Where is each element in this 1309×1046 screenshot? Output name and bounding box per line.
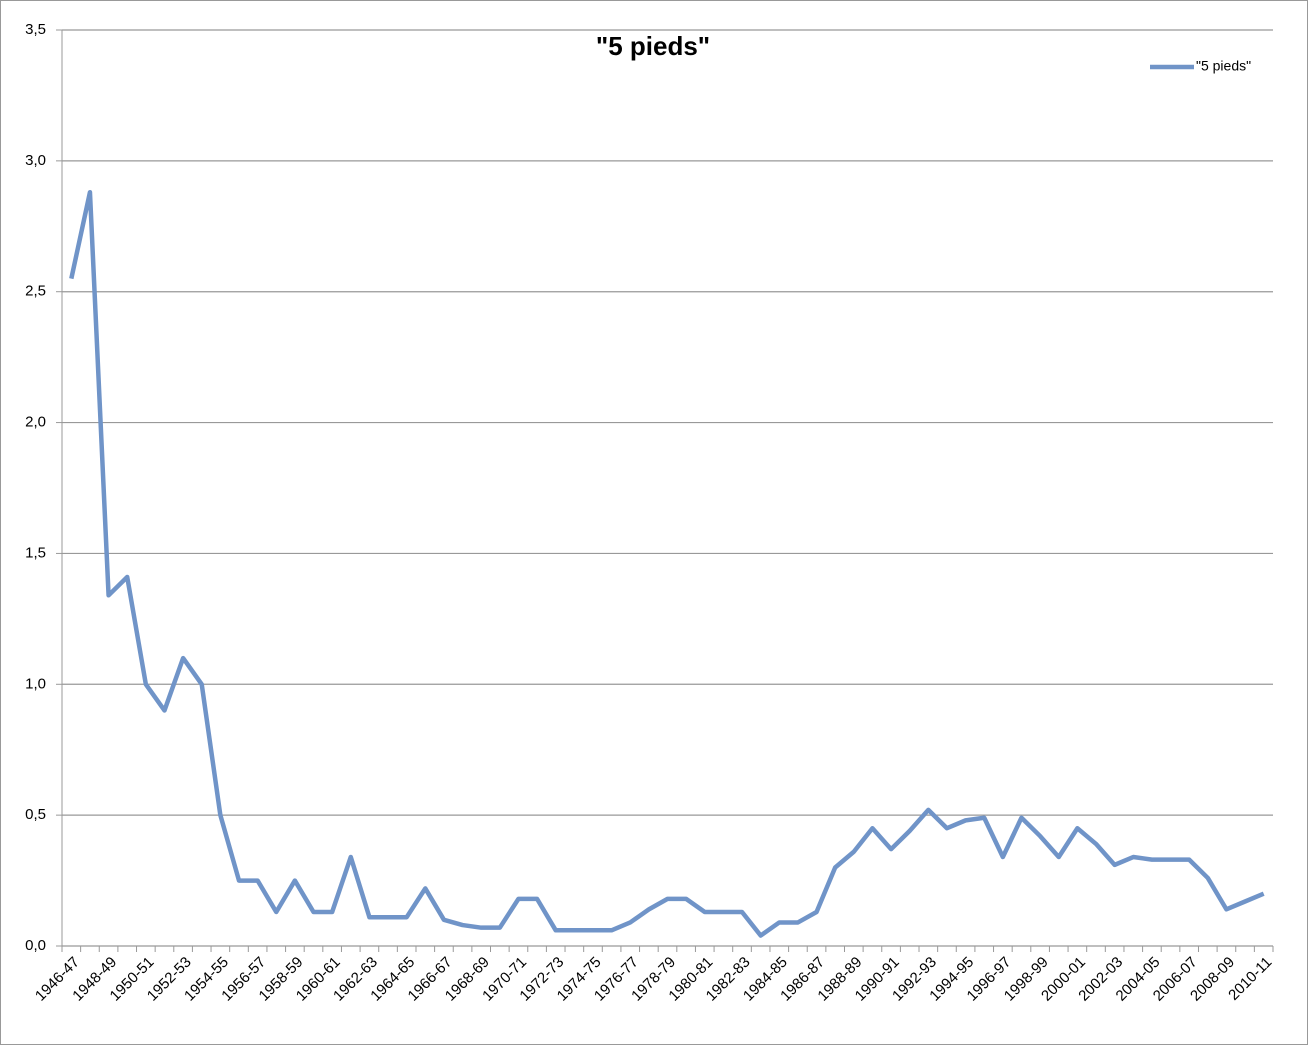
y-tick-label: 1,5 [25, 544, 46, 561]
y-tick-label: 1,0 [25, 675, 46, 692]
y-tick-label: 3,5 [25, 21, 46, 38]
y-tick-label: 3,0 [25, 152, 46, 169]
legend-label: "5 pieds" [1196, 58, 1251, 74]
y-tick-label: 0,0 [25, 937, 46, 954]
chart-title: "5 pieds" [596, 31, 710, 61]
y-tick-label: 2,0 [25, 414, 46, 431]
y-tick-label: 2,5 [25, 283, 46, 300]
series-line [69, 190, 1265, 938]
y-tick-label: 0,5 [25, 806, 46, 823]
